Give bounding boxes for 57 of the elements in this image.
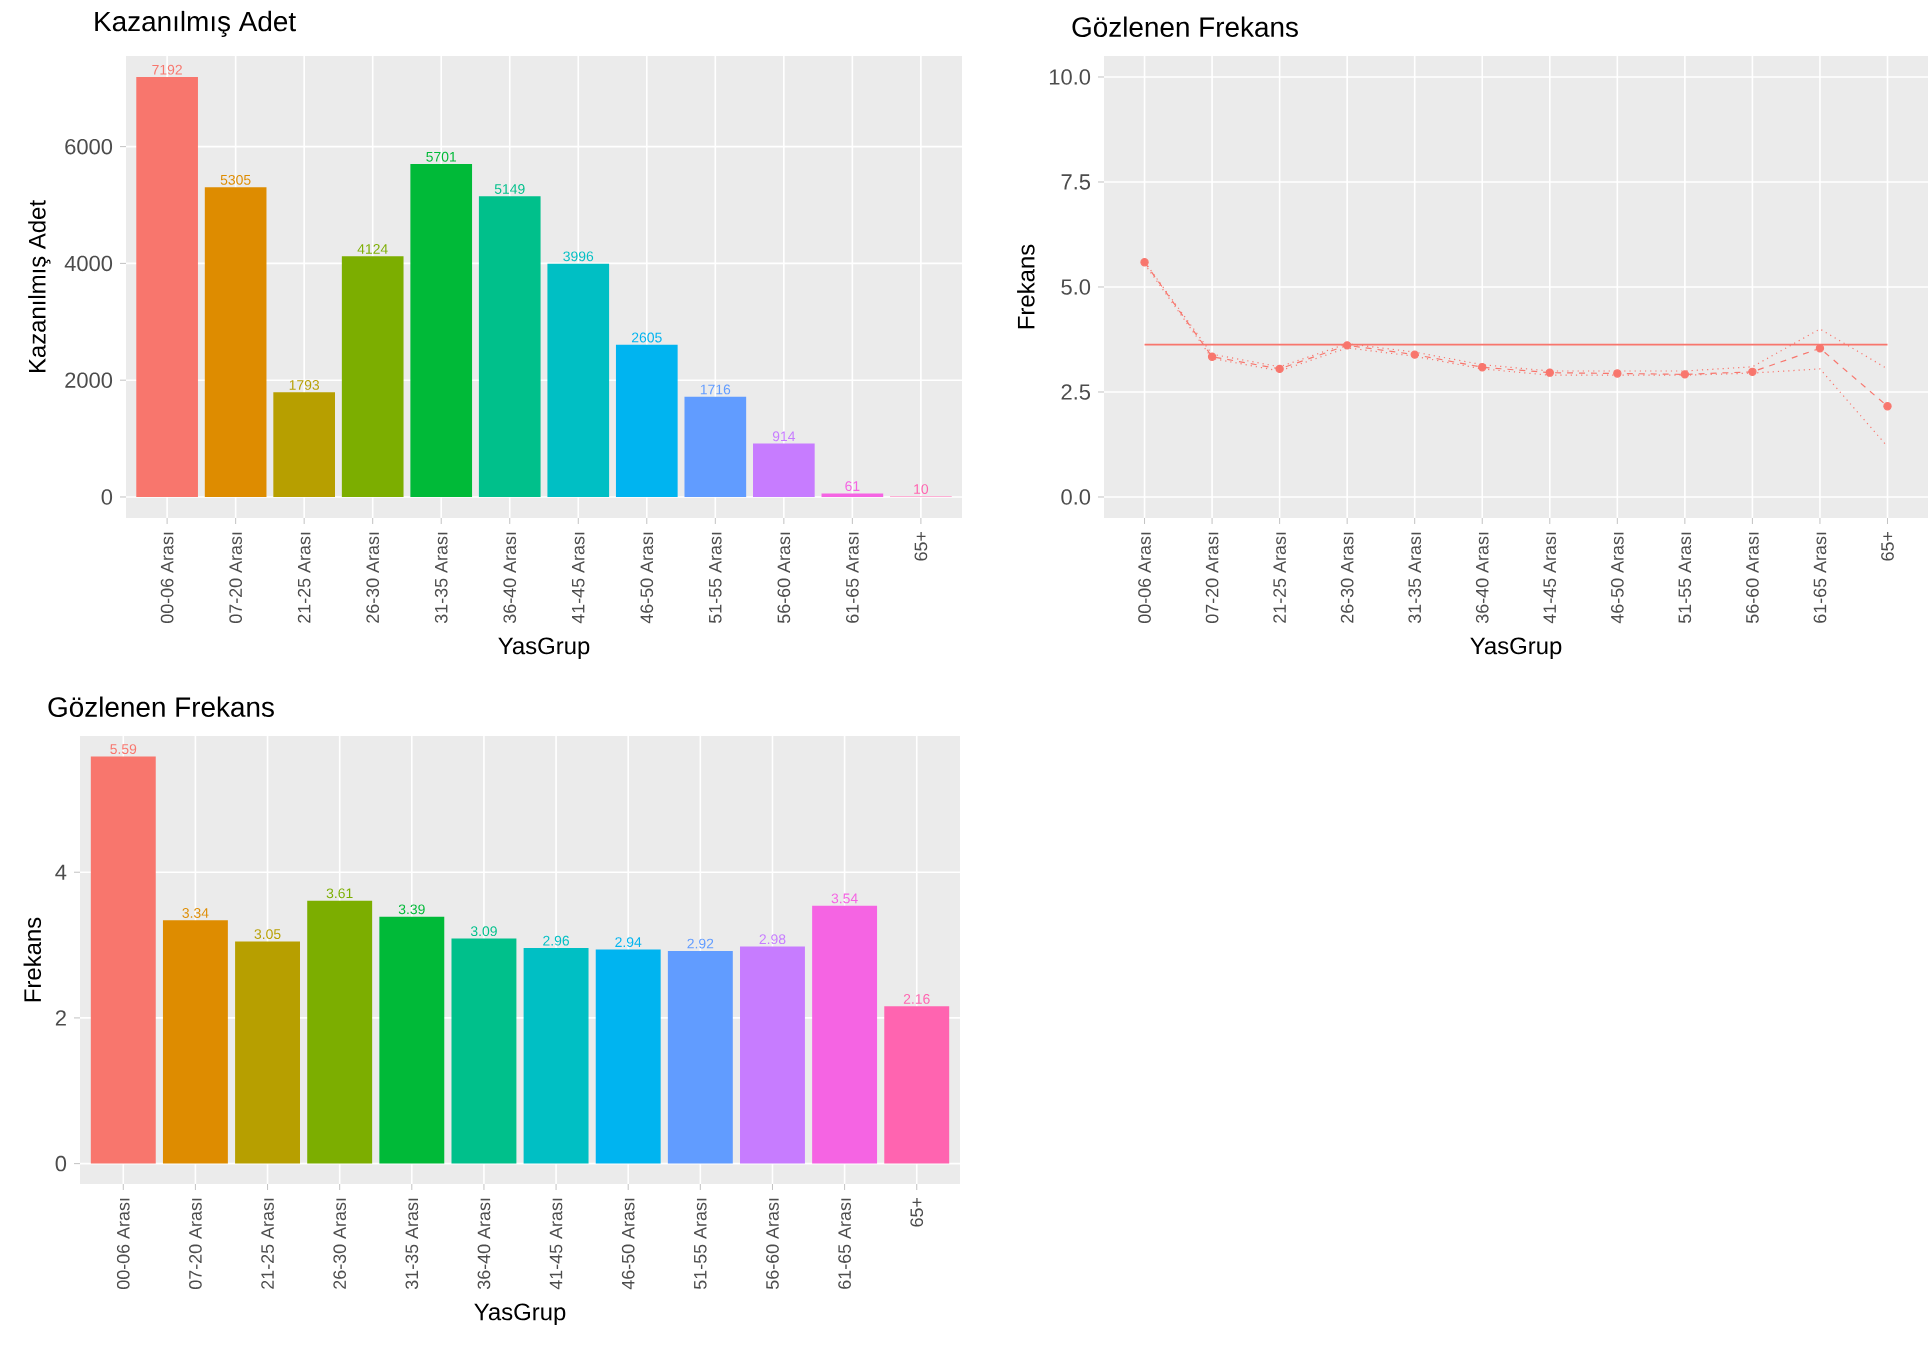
y-axis-title: Kazanılmış Adet — [28, 200, 51, 373]
x-tick-label: 07-20 Arası — [189, 1198, 202, 1290]
x-tick-label: 36-40 Arası — [503, 532, 517, 624]
x-tick-label: 56-60 Arası — [766, 1198, 779, 1290]
y-tick-label: 6000 — [65, 138, 113, 155]
x-tick-label: 61-65 Arası — [1813, 532, 1827, 623]
x-tick-label: 36-40 Arası — [477, 1198, 491, 1290]
x-tick-label: 07-20 Arası — [229, 532, 242, 624]
x-tick-label: 46-50 Arası — [621, 1198, 635, 1290]
x-tick-label: 36-40 Arası — [1475, 532, 1489, 624]
x-tick-label: 26-30 Arası — [366, 532, 380, 623]
x-tick-label: 61-65 Arası — [846, 532, 859, 623]
y-tick-label: 7.5 — [1061, 174, 1091, 190]
x-tick-label: 21-25 Arası — [297, 532, 311, 623]
y-tick-label: 10.0 — [1049, 69, 1091, 85]
chart-title: Gözlenen Frekans — [48, 696, 274, 718]
x-tick-label: 56-60 Arası — [1746, 532, 1759, 624]
y-tick-label: 2000 — [65, 372, 113, 388]
x-tick-label: 51-55 Arası — [694, 1198, 707, 1290]
y-tick-label: 0 — [101, 489, 113, 505]
x-tick-label: 21-25 Arası — [261, 1198, 274, 1289]
x-tick-label: 31-35 Arası — [405, 1198, 419, 1290]
y-tick-label: 0.0 — [1061, 489, 1091, 505]
x-tick-label: 21-25 Arası — [1273, 532, 1286, 623]
x-tick-label: 07-20 Arası — [1205, 532, 1219, 624]
x-tick-label: 00-06 Arası — [160, 532, 174, 624]
y-tick-label: 4000 — [64, 255, 113, 272]
x-tick-label: 26-30 Arası — [333, 1198, 347, 1289]
chart-title: Gözlenen Frekans — [1072, 16, 1298, 37]
y-axis-title: Frekans — [23, 917, 42, 1002]
y-tick-label: 0 — [55, 1155, 67, 1172]
x-tick-label: 51-55 Arası — [709, 532, 722, 624]
x-tick-label: 65+ — [914, 531, 928, 561]
x-tick-label: 41-45 Arası — [572, 532, 585, 624]
x-tick-label: 41-45 Arası — [549, 1198, 563, 1290]
x-axis-title: YasGrup — [474, 1303, 566, 1326]
x-tick-label: 31-35 Arası — [434, 532, 448, 624]
y-tick-label: 2.5 — [1061, 384, 1091, 400]
x-tick-label: 41-45 Arası — [1543, 532, 1557, 624]
chart-title: Kazanılmış Adet — [95, 10, 296, 37]
x-axis-title: YasGrup — [1470, 637, 1562, 660]
x-tick-label: 26-30 Arası — [1340, 532, 1354, 623]
x-tick-label: 00-06 Arası — [116, 1198, 130, 1290]
x-tick-label: 31-35 Arası — [1408, 532, 1422, 624]
y-axis-title: Frekans — [1017, 244, 1035, 329]
x-axis-title: YasGrup — [498, 637, 590, 660]
x-tick-label: 65+ — [910, 1197, 924, 1227]
x-tick-label: 56-60 Arası — [777, 532, 791, 624]
x-tick-label: 46-50 Arası — [1610, 532, 1624, 624]
x-tick-label: 61-65 Arası — [838, 1198, 851, 1289]
x-tick-label: 46-50 Arası — [640, 532, 654, 624]
x-tick-label: 00-06 Arası — [1138, 532, 1151, 624]
x-tick-label: 65+ — [1881, 531, 1894, 561]
y-tick-label: 2 — [55, 1010, 66, 1026]
x-tick-label: 51-55 Arası — [1678, 532, 1692, 624]
y-tick-label: 4 — [55, 864, 67, 880]
y-tick-label: 5.0 — [1061, 279, 1091, 295]
